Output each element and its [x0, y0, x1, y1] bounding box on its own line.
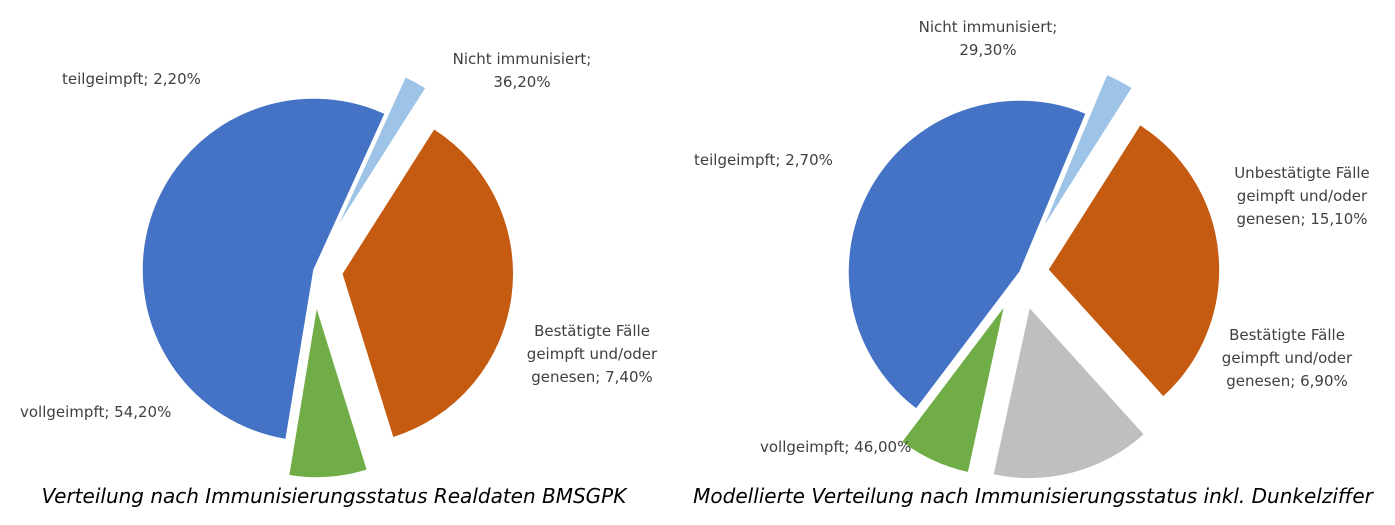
slice-label-line: Bestätigte Fälle: [1229, 326, 1345, 344]
pie-chart-realdaten: Nicht immunisiert; 36,20% Bestätigte Fälle…: [20, 50, 658, 479]
pie-slice-unbest-tigte-f-lle-geimpft-und-oder-genesen: [991, 305, 1146, 480]
pie-slice-best-tigte-f-lle-geimpft-und-oder-genesen: [287, 305, 369, 479]
slice-label-unbest-tigte-f-lle-geimpft-und-oder-genesen: Unbestätigte Fälle geimpft und/oder genese…: [1234, 164, 1370, 228]
slice-label-nicht-immunisiert: Nicht immunisiert; 29,30%: [919, 18, 1058, 59]
pie-slice-vollgeimpft: [847, 99, 1088, 411]
pie-slice-teilgeimpft: [333, 75, 428, 234]
slice-label-line: 36,20%: [493, 73, 550, 91]
slice-label-teilgeimpft: teilgeimpft; 2,70%: [694, 151, 833, 169]
slice-label-line: Bestätigte Fälle: [534, 322, 650, 340]
slice-label-line: geimpft und/oder: [527, 345, 658, 363]
caption-realdaten: Verteilung nach Immunisierungsstatus Rea…: [42, 484, 629, 508]
slice-label-line: genesen; 6,90%: [1226, 372, 1348, 390]
slice-label-teilgeimpft: teilgeimpft; 2,20%: [62, 70, 201, 88]
slice-label-line: teilgeimpft; 2,70%: [694, 151, 833, 169]
slice-label-line: vollgeimpft; 54,20%: [20, 403, 171, 421]
slice-label-line: geimpft und/oder: [1237, 187, 1368, 205]
slice-label-nicht-immunisiert: Nicht immunisiert; 36,20%: [453, 50, 592, 91]
slice-label-vollgeimpft: vollgeimpft; 54,20%: [20, 403, 171, 421]
pie-slice-teilgeimpft: [1039, 73, 1134, 234]
slice-label-line: genesen; 15,10%: [1236, 210, 1367, 228]
slice-label-line: Unbestätigte Fälle: [1234, 164, 1370, 182]
slice-label-line: teilgeimpft; 2,20%: [62, 70, 201, 88]
pie-slice-nicht-immunisiert: [340, 127, 515, 439]
slice-label-best-tigte-f-lle-geimpft-und-oder-genesen: Bestätigte Fälle geimpft und/oder genesen;…: [1222, 326, 1353, 390]
slice-label-vollgeimpft: vollgeimpft; 46,00%: [760, 438, 911, 456]
slice-label-line: Nicht immunisiert;: [453, 50, 592, 68]
pie-chart-modelliert: Nicht immunisiert; 29,30% Unbestätigte Fäl…: [694, 18, 1370, 480]
slice-label-best-tigte-f-lle-geimpft-und-oder-genesen: Bestätigte Fälle geimpft und/oder genesen;…: [527, 322, 658, 386]
slice-label-line: vollgeimpft; 46,00%: [760, 438, 911, 456]
slice-label-line: Nicht immunisiert;: [919, 18, 1058, 36]
slice-label-line: geimpft und/oder: [1222, 349, 1353, 367]
pie-slice-vollgeimpft: [141, 97, 387, 441]
slice-label-line: 29,30%: [959, 41, 1016, 59]
caption-modelliert: Modellierte Verteilung nach Immunisierun…: [693, 484, 1374, 508]
pie-slice-best-tigte-f-lle-geimpft-und-oder-genesen: [900, 304, 1006, 474]
slice-label-line: genesen; 7,40%: [531, 368, 653, 386]
pie-slice-nicht-immunisiert: [1046, 123, 1221, 399]
